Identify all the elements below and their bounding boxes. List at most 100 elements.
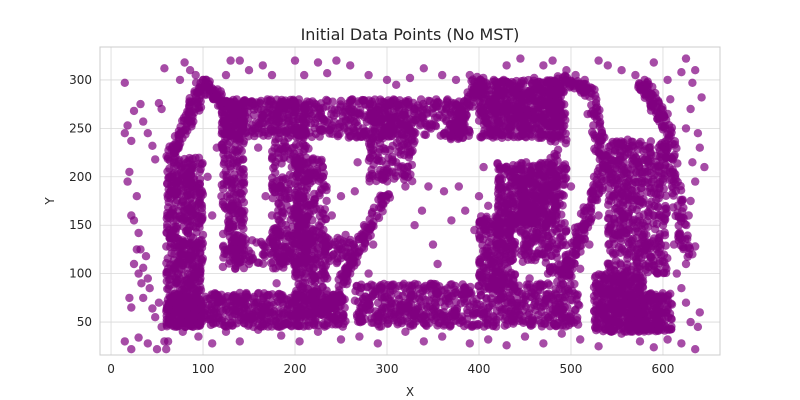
- data-point: [174, 234, 183, 244]
- data-point: [398, 141, 407, 150]
- data-point: [561, 115, 570, 125]
- data-point: [552, 201, 562, 211]
- data-point: [224, 202, 233, 211]
- data-point: [277, 331, 286, 340]
- data-point: [363, 282, 373, 291]
- data-point: [263, 315, 272, 324]
- data-point: [539, 339, 548, 348]
- data-point: [373, 339, 382, 348]
- data-point: [235, 337, 244, 346]
- data-point: [294, 118, 303, 127]
- data-point: [336, 96, 346, 106]
- data-point: [143, 129, 152, 138]
- data-point: [681, 124, 691, 133]
- data-point: [195, 248, 205, 258]
- data-point: [223, 217, 233, 226]
- data-point: [185, 183, 194, 192]
- data-point: [481, 263, 491, 272]
- data-point: [302, 97, 312, 106]
- data-point: [198, 256, 207, 265]
- data-point: [236, 168, 246, 177]
- data-point: [177, 167, 186, 177]
- data-point: [330, 315, 340, 324]
- data-point: [419, 337, 428, 346]
- data-point: [391, 113, 400, 122]
- data-point: [451, 75, 461, 85]
- data-point: [308, 173, 318, 183]
- data-point: [560, 160, 570, 169]
- data-point: [217, 180, 226, 190]
- data-point: [341, 107, 350, 117]
- data-point: [506, 191, 515, 200]
- data-point: [181, 208, 190, 217]
- data-point: [458, 317, 467, 326]
- data-point: [298, 219, 308, 229]
- data-point: [270, 161, 280, 170]
- data-point: [524, 309, 534, 318]
- data-point: [403, 167, 412, 176]
- data-point: [375, 139, 385, 148]
- data-point: [534, 297, 543, 306]
- data-point: [295, 133, 304, 143]
- data-point: [196, 266, 205, 275]
- data-point: [120, 129, 129, 138]
- data-point: [521, 290, 531, 300]
- data-point: [141, 252, 151, 261]
- data-point: [129, 216, 139, 225]
- data-point: [188, 210, 198, 219]
- data-point: [594, 56, 603, 65]
- data-point: [166, 293, 175, 302]
- data-point: [293, 319, 303, 329]
- data-point: [318, 162, 327, 172]
- data-point: [256, 315, 265, 324]
- data-point: [561, 173, 571, 183]
- data-point: [228, 145, 237, 154]
- data-point: [139, 293, 148, 303]
- data-point: [139, 263, 148, 272]
- data-point: [324, 126, 334, 135]
- data-point: [510, 283, 519, 293]
- data-point: [228, 183, 237, 192]
- data-point: [566, 280, 575, 289]
- data-point: [235, 144, 244, 154]
- data-point: [320, 274, 329, 283]
- data-point: [372, 118, 381, 127]
- data-point: [401, 327, 410, 336]
- data-point: [364, 294, 373, 303]
- data-point: [495, 248, 504, 258]
- data-point: [319, 225, 328, 234]
- data-point: [291, 179, 300, 188]
- data-point: [409, 290, 418, 299]
- data-point: [254, 143, 263, 152]
- data-point: [666, 95, 675, 104]
- data-point: [163, 284, 172, 294]
- data-point: [190, 304, 199, 313]
- data-point: [242, 290, 252, 299]
- data-point: [313, 58, 323, 67]
- data-point: [505, 79, 515, 89]
- data-point: [524, 75, 533, 85]
- data-point: [392, 80, 401, 90]
- data-point: [271, 135, 280, 144]
- data-point: [497, 187, 506, 197]
- data-point: [385, 168, 394, 177]
- data-point: [387, 152, 397, 161]
- data-point: [120, 78, 129, 88]
- data-point: [310, 195, 319, 205]
- data-point: [162, 345, 171, 354]
- data-point: [405, 73, 415, 83]
- data-point: [488, 133, 498, 142]
- data-point: [143, 274, 152, 283]
- data-point: [292, 202, 301, 211]
- data-point: [203, 172, 212, 181]
- data-point: [134, 333, 143, 342]
- data-point: [127, 303, 136, 312]
- data-point: [557, 329, 566, 338]
- data-point: [447, 280, 456, 289]
- data-point: [550, 86, 559, 95]
- data-point: [132, 245, 141, 254]
- data-point: [195, 236, 204, 245]
- data-point: [529, 284, 538, 294]
- data-point: [419, 310, 429, 319]
- data-point: [169, 162, 179, 171]
